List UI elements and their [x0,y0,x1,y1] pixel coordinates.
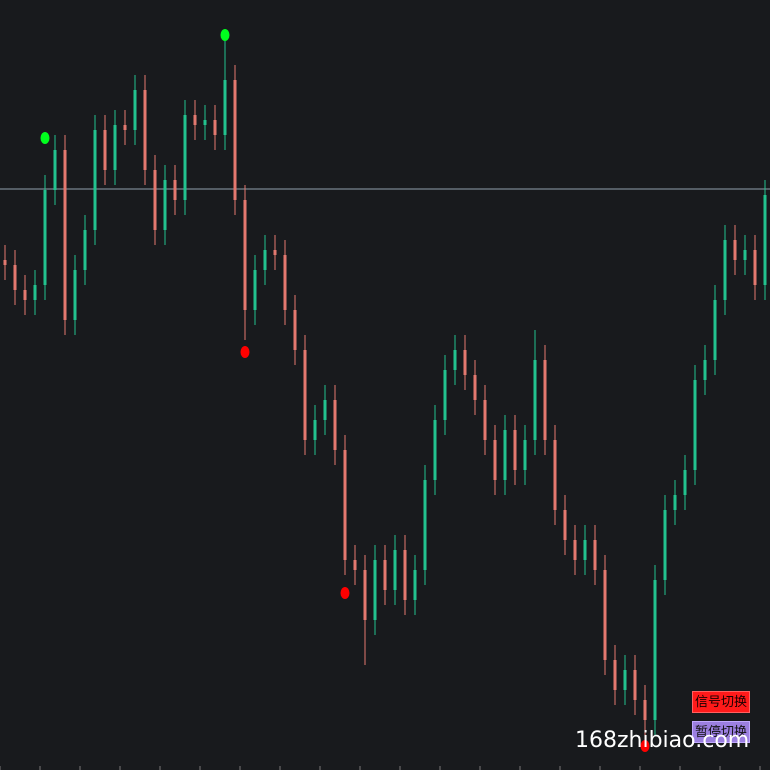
candle-body [433,420,437,480]
candle-body [403,550,407,600]
candle-body [283,255,287,310]
candle-body [493,440,497,480]
candle-body [523,440,527,470]
pause-switch-button[interactable]: 暂停切换 [692,721,750,743]
candle-body [193,115,197,125]
candle-body [683,470,687,495]
candle-body [633,670,637,700]
candle-body [473,375,477,400]
candle-body [563,510,567,540]
candle-body [153,170,157,230]
signal-dot [40,132,50,144]
candle-body [133,90,137,130]
candle-body [723,240,727,300]
candle-body [223,80,227,135]
candle-body [393,550,397,590]
candle-body [673,495,677,510]
candle-body [123,125,127,130]
candle-body [13,265,17,290]
candle-body [643,700,647,720]
candle-body [453,350,457,370]
candle-body [163,180,167,230]
candle-body [323,400,327,420]
candle-body [353,560,357,570]
watermark: 168zhibiao.com [575,728,750,753]
candle-body [653,580,657,720]
candle-body [253,270,257,310]
candle-body [543,360,547,440]
candle-body [313,420,317,440]
candle-body [23,290,27,300]
candle-body [113,125,117,170]
candle-body [753,250,757,285]
candle-body [743,250,747,260]
candle-body [3,260,7,265]
candle-body [63,150,67,320]
candle-body [273,250,277,255]
candle-body [73,270,77,320]
candle-body [263,250,267,270]
candle-body [383,560,387,590]
candle-body [43,190,47,285]
candle-body [303,350,307,440]
candle-body [693,380,697,470]
candle-body [243,200,247,310]
candle-body [233,80,237,200]
candle-body [533,360,537,440]
candle-body [463,350,467,375]
candle-body [713,300,717,360]
candle-body [603,570,607,660]
signal-dot [220,29,230,41]
candle-body [343,450,347,560]
candle-body [173,180,177,200]
candle-body [93,130,97,230]
signal-dot [240,346,250,358]
candle-body [573,540,577,560]
candle-body [763,195,767,285]
candle-body [143,90,147,170]
candle-body [33,285,37,300]
candle-body [613,660,617,690]
candle-body [483,400,487,440]
candle-body [53,150,57,190]
candle-body [553,440,557,510]
candle-body [213,120,217,135]
candle-body [703,360,707,380]
signal-dot [640,740,650,752]
candle-body [583,540,587,560]
signal-dot [340,587,350,599]
signal-switch-button[interactable]: 信号切换 [692,691,750,713]
candle-body [293,310,297,350]
candle-body [363,570,367,620]
candle-body [443,370,447,420]
candle-body [623,670,627,690]
candle-body [513,430,517,470]
candle-body [663,510,667,580]
candle-body [183,115,187,200]
candle-body [413,570,417,600]
candle-body [83,230,87,270]
candle-body [733,240,737,260]
candle-body [373,560,377,620]
candle-body [333,400,337,450]
candle-body [503,430,507,480]
candle-body [103,130,107,170]
candle-body [423,480,427,570]
candle-body [203,120,207,125]
candle-body [593,540,597,570]
